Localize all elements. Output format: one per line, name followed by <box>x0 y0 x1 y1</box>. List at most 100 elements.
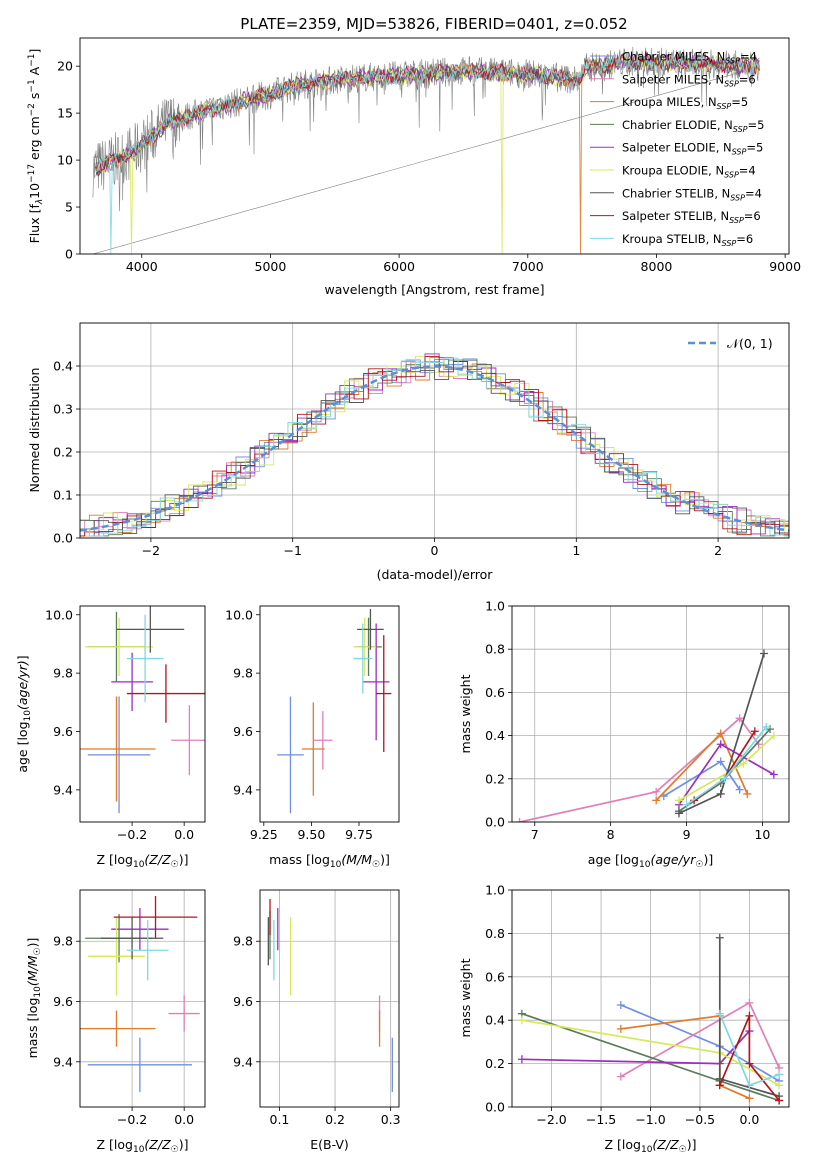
label-part: mass [log <box>25 998 40 1059</box>
plot-area <box>517 933 784 1105</box>
axes-frame <box>511 889 790 1108</box>
y-tick-label: 9.6 <box>53 994 73 1009</box>
axes-frame <box>511 605 790 823</box>
data-point-marker <box>517 1016 526 1025</box>
data-point-marker <box>616 1001 625 1010</box>
x-tick-label: −2 <box>142 543 160 558</box>
label-part: 10 <box>639 860 651 870</box>
label-part: age [log <box>588 852 639 867</box>
legend-label: Salpeter STELIB, NSSP=6 <box>622 209 761 225</box>
label-part: −17 <box>27 164 37 183</box>
y-tick-label: 9.4 <box>233 782 253 797</box>
legend-label: Kroupa MILES, NSSP=5 <box>622 95 748 111</box>
legend-label-sub: SSP <box>724 79 739 88</box>
label-part: age [log <box>15 721 30 772</box>
x-tick-label: 7 <box>531 827 539 842</box>
plot-area <box>80 896 200 1092</box>
y-tick-label: 1.0 <box>485 599 505 614</box>
legend-label-name: Chabrier STELIB, N <box>622 186 730 200</box>
x-axis-label: wavelength [Angstrom, rest frame] <box>324 282 544 297</box>
y-tick-label: 10.0 <box>45 607 73 622</box>
label-part: )] <box>25 938 40 948</box>
grid <box>512 605 789 823</box>
axes: −0.2 0.09.49.69.8Z [log10(Z/Z☉)]mass [log… <box>25 889 206 1155</box>
data-point-marker <box>716 740 725 749</box>
data-point-marker <box>715 933 724 942</box>
data-point-marker <box>750 727 759 736</box>
axes-frame <box>79 605 206 823</box>
label-part: ] <box>27 49 42 54</box>
legend-label-name: Kroupa STELIB, N <box>622 232 722 246</box>
label-part: 10 <box>330 860 342 870</box>
x-tick-label: 0.0 <box>739 1112 759 1127</box>
data-point-marker <box>745 1094 754 1103</box>
plot-area <box>92 46 760 254</box>
x-tick-label: 9000 <box>769 259 801 274</box>
residual-histogram-panel: −2 −1 0 1 2 0.0 0.1 0.2 0.3 0.4 𝒩(0, 1) (data-model… <box>27 322 790 582</box>
x-tick-label: 0.3 <box>381 1112 401 1127</box>
x-tick-label: −0.5 <box>685 1112 715 1127</box>
label-part: )] <box>703 852 713 867</box>
y-tick-label: 0.4 <box>485 728 505 743</box>
axes-frame <box>259 605 400 823</box>
y-tick-label: 0.4 <box>485 1013 505 1028</box>
label-part: −2 <box>27 103 37 116</box>
mass-vs-ebv-panel: 0.1 0.2 0.3 9.4 9.6 9.8 E(B-V) <box>233 889 401 1152</box>
axes-frame <box>259 889 400 1108</box>
label-part: 10 <box>133 1145 145 1155</box>
legend-label-sub: SSP <box>717 102 732 111</box>
legend-label-name: Kroupa ELODIE, N <box>622 164 724 178</box>
legend-label-count: =5 <box>731 95 748 109</box>
mass-weight-vs-metallicity-panel: −2.0 −1.5 −1.0 −0.5 0.0 0.0 0.2 0.4 0.6 0.8 1.0 Z [… <box>458 883 790 1155</box>
axes-frame <box>79 322 790 539</box>
label-part: )] <box>687 1137 697 1152</box>
legend-label-count: =6 <box>739 72 756 86</box>
data-point-marker <box>745 1011 754 1020</box>
data-point-marker <box>616 1024 625 1033</box>
data-point-marker <box>716 757 725 766</box>
x-tick-label: 0.1 <box>270 1112 290 1127</box>
y-tick-label: 20 <box>57 59 73 74</box>
label-part: 10 <box>27 183 42 199</box>
legend-label-name: Salpeter ELODIE, N <box>622 141 732 155</box>
y-tick-label: 9.4 <box>53 782 73 797</box>
data-point-marker <box>674 796 683 805</box>
y-axis-label: mass [log10(M/M☉)] <box>25 938 43 1059</box>
x-tick-label: 8 <box>607 827 615 842</box>
legend-label: Salpeter ELODIE, NSSP=5 <box>622 141 763 157</box>
x-tick-label: −1.5 <box>586 1112 616 1127</box>
label-part: ☉ <box>171 1145 179 1155</box>
label-part: s <box>27 93 42 104</box>
legend-label-count: =4 <box>745 186 762 200</box>
label-part: )] <box>179 1137 189 1152</box>
legend-label-count: =4 <box>739 164 756 178</box>
axes-frame <box>79 889 206 1108</box>
legend-label: Kroupa ELODIE, NSSP=4 <box>622 164 756 180</box>
legend-label-sub: SSP <box>730 193 745 202</box>
y-axis-label: age [log10(age/yr)] <box>15 655 33 772</box>
x-tick-label: 4000 <box>126 259 158 274</box>
y-tick-label: 0.8 <box>485 642 505 657</box>
label-part: )] <box>179 852 189 867</box>
y-axis-label: mass weight <box>458 958 473 1037</box>
label-part: ☉ <box>695 860 703 870</box>
x-tick-label: 9 <box>683 827 691 842</box>
grid <box>80 323 789 539</box>
normal-pdf-line <box>80 365 789 532</box>
y-tick-label: 9.4 <box>233 1054 253 1069</box>
data-point-marker <box>715 1009 724 1018</box>
y-tick-label: 9.4 <box>53 1054 73 1069</box>
label-part: (Z/Z <box>144 1137 171 1152</box>
label-part: (M/M <box>25 955 40 986</box>
model-spectrum-line <box>94 53 760 254</box>
axes: 4000 5000 6000 7000 8000 9000 0 5 10 15 20 waveleng… <box>27 37 801 297</box>
label-part: 10 <box>641 1145 653 1155</box>
data-point-marker <box>759 649 768 658</box>
legend-label-count: =5 <box>748 118 765 132</box>
label-part: ☉ <box>372 860 380 870</box>
x-tick-label: 0 <box>431 543 439 558</box>
x-tick-label: −0.2 <box>117 1112 147 1127</box>
data-point-marker <box>682 800 691 809</box>
